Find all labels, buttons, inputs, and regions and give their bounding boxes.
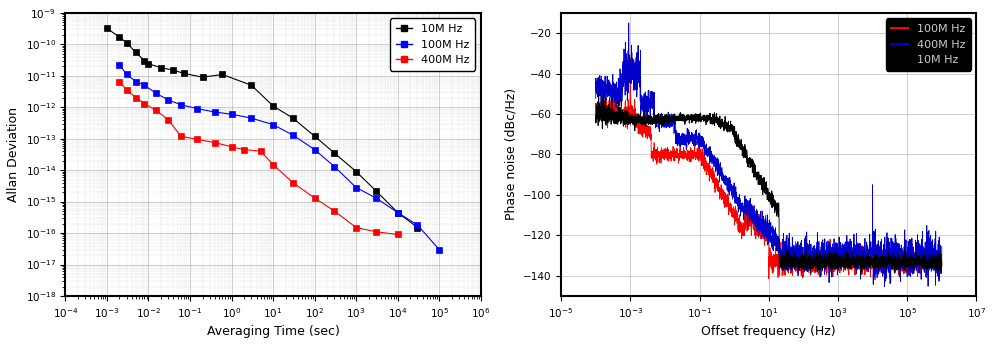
Y-axis label: Allan Deviation: Allan Deviation xyxy=(7,107,20,202)
X-axis label: Averaging Time (sec): Averaging Time (sec) xyxy=(207,325,340,338)
Legend: 10M Hz, 100M Hz, 400M Hz: 10M Hz, 100M Hz, 400M Hz xyxy=(390,18,476,71)
Legend: 100M Hz, 400M Hz, 10M Hz: 100M Hz, 400M Hz, 10M Hz xyxy=(886,18,971,71)
Y-axis label: Phase noise (dBc/Hz): Phase noise (dBc/Hz) xyxy=(504,88,517,220)
X-axis label: Offset frequency (Hz): Offset frequency (Hz) xyxy=(701,325,836,338)
